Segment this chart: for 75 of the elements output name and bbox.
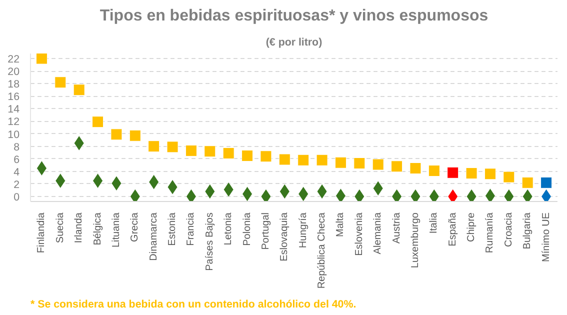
y-tick-label: 8	[14, 141, 20, 154]
x-tick-label: Lituania	[110, 212, 122, 248]
point	[391, 160, 403, 172]
x-tick-label: Francia	[186, 212, 197, 246]
y-tick-label: 10	[8, 128, 20, 141]
x-tick-label: Rumanía	[484, 212, 496, 254]
point	[466, 168, 478, 180]
x-tick-label: Países Bajos	[204, 212, 216, 271]
x-tick-label: España	[447, 212, 458, 246]
x-tick-label: Letonia	[223, 212, 234, 246]
y-tick-label: 18	[8, 78, 20, 91]
point	[410, 162, 422, 174]
point	[335, 188, 346, 202]
x-tick-label: Suecia	[54, 212, 66, 244]
point	[36, 54, 48, 64]
point	[242, 186, 253, 202]
chart-subtitle: (€ por litro)	[266, 36, 323, 48]
point	[316, 154, 328, 166]
point	[129, 130, 141, 142]
y-tick-label: 14	[8, 104, 20, 116]
x-tick-label: Hungría	[298, 212, 309, 248]
point	[204, 146, 216, 158]
y-tick-label: 12	[8, 116, 20, 128]
point	[334, 156, 346, 168]
x-tick-label: Croacia	[503, 212, 514, 247]
point	[298, 186, 309, 202]
point	[298, 154, 310, 166]
point	[540, 176, 552, 188]
x-tick-label: Finlandia	[36, 212, 48, 254]
x-tick-label: Eslovenia	[354, 212, 365, 256]
point	[372, 158, 384, 170]
point	[484, 188, 496, 202]
x-tick-label: Grecia	[130, 212, 141, 242]
point	[428, 165, 440, 177]
point	[166, 141, 178, 153]
point	[278, 154, 290, 166]
point	[110, 128, 122, 140]
x-tick-label: Eslovaquia	[279, 212, 290, 262]
point	[185, 144, 197, 156]
point	[148, 140, 160, 152]
chart-title: Tipos en bebidas espirituosas* y vinos espumosos	[100, 8, 488, 24]
x-tick-label: Bélgica	[92, 212, 104, 246]
y-tick-label: 20	[8, 66, 20, 78]
point	[484, 168, 496, 180]
x-tick-label: Polonia	[242, 212, 253, 246]
point	[354, 157, 366, 169]
x-tick-label: Italia	[428, 212, 440, 234]
x-tick-label: Chipre	[466, 212, 478, 242]
point	[222, 147, 234, 159]
y-tick-label: 0	[14, 191, 20, 204]
point	[242, 150, 254, 162]
point	[447, 166, 459, 178]
y-tick-label: 6	[14, 154, 20, 166]
x-tick-label: Mínimo UE	[540, 212, 552, 262]
point	[73, 84, 85, 96]
y-tick-label: 22	[8, 54, 20, 66]
point	[54, 76, 66, 88]
y-tick-label: 4	[14, 166, 20, 178]
x-tick-label: Irlanda	[74, 212, 85, 244]
x-tick-label: Luxemburgo	[410, 212, 421, 268]
x-tick-label: República Checa	[316, 212, 328, 289]
x-tick-label: Bulgaria	[522, 212, 534, 250]
point	[522, 176, 534, 188]
point	[92, 116, 104, 128]
point	[260, 150, 272, 162]
point	[503, 171, 515, 183]
x-tick-label: Estonia	[167, 212, 178, 246]
y-tick-label: 16	[8, 91, 20, 104]
text: * Se considera una bebida con un contenido alcohólico del 40%.	[30, 298, 356, 310]
x-tick-label: Alemania	[372, 212, 384, 254]
x-tick-label: Austria	[391, 212, 402, 244]
x-tick-label: Portugal	[260, 212, 272, 250]
y-tick-label: 2	[14, 178, 20, 191]
x-tick-label: Dinamarca	[148, 212, 160, 261]
x-tick-label: Malta	[335, 212, 346, 237]
